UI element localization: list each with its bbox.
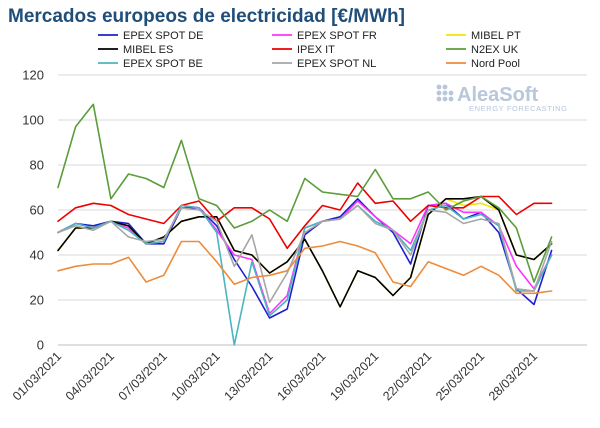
legend-label: Nord Pool (471, 58, 520, 70)
x-axis-ticks: 01/03/202104/03/202107/03/202110/03/2021… (10, 349, 540, 403)
y-tick-label: 40 (30, 248, 44, 263)
x-tick-label: 16/03/2021 (274, 349, 328, 403)
legend-item: EPEX SPOT BE (98, 58, 203, 70)
legend-label: EPEX SPOT DE (123, 30, 204, 42)
y-tick-label: 80 (30, 158, 44, 173)
chart-title: Mercados europeos de electricidad [€/MWh… (8, 6, 405, 27)
gridlines (58, 74, 587, 301)
x-tick-label: 25/03/2021 (433, 349, 487, 403)
legend-item: MIBEL ES (98, 44, 173, 56)
legend-label: IPEX IT (297, 44, 335, 56)
logo-tagline: ENERGY FORECASTING (469, 104, 568, 113)
series-line-ipex-it (57, 182, 553, 250)
x-tick-label: 07/03/2021 (116, 349, 170, 403)
logo-name: AleaSoft (457, 84, 538, 106)
legend-item: IPEX IT (272, 44, 335, 56)
legend-item: N2EX UK (446, 44, 519, 56)
y-tick-label: 120 (22, 68, 44, 83)
legend-label: EPEX SPOT BE (123, 58, 203, 70)
y-tick-label: 60 (30, 203, 44, 218)
y-tick-label: 100 (22, 113, 44, 128)
legend-label: EPEX SPOT FR (297, 30, 377, 42)
aleasoft-logo: AleaSoft ENERGY FORECASTING (436, 84, 568, 113)
x-tick-label: 10/03/2021 (169, 349, 223, 403)
y-axis-ticks: 0 20 40 60 80 100 120 (22, 68, 44, 353)
y-tick-label: 20 (30, 293, 44, 308)
legend-label: MIBEL PT (471, 30, 521, 42)
legend-item: EPEX SPOT NL (272, 58, 376, 70)
x-tick-label: 28/03/2021 (486, 349, 540, 403)
series-lines (57, 103, 553, 346)
legend-label: EPEX SPOT NL (297, 58, 376, 70)
legend-item: Nord Pool (446, 58, 520, 70)
y-tick-label: 0 (37, 338, 44, 353)
legend-label: MIBEL ES (123, 44, 173, 56)
series-line-n2ex-uk (57, 103, 553, 283)
legend-item: EPEX SPOT DE (98, 30, 204, 42)
x-tick-label: 19/03/2021 (327, 349, 381, 403)
legend-item: EPEX SPOT FR (272, 30, 377, 42)
x-tick-label: 22/03/2021 (380, 349, 434, 403)
series-line-epex-spot-nl (57, 204, 553, 304)
series-line-mibel-es (57, 195, 553, 308)
legend-label: N2EX UK (471, 44, 519, 56)
x-tick-label: 01/03/2021 (10, 349, 64, 403)
x-tick-label: 13/03/2021 (222, 349, 276, 403)
series-line-epex-spot-fr (57, 200, 553, 315)
series-line-nord-pool (57, 240, 553, 295)
logo-dots-icon (436, 84, 454, 102)
legend-item: MIBEL PT (446, 30, 521, 42)
x-tick-label: 04/03/2021 (63, 349, 117, 403)
legend: EPEX SPOT DE EPEX SPOT FR MIBEL PT MIBEL ES… (98, 30, 521, 70)
